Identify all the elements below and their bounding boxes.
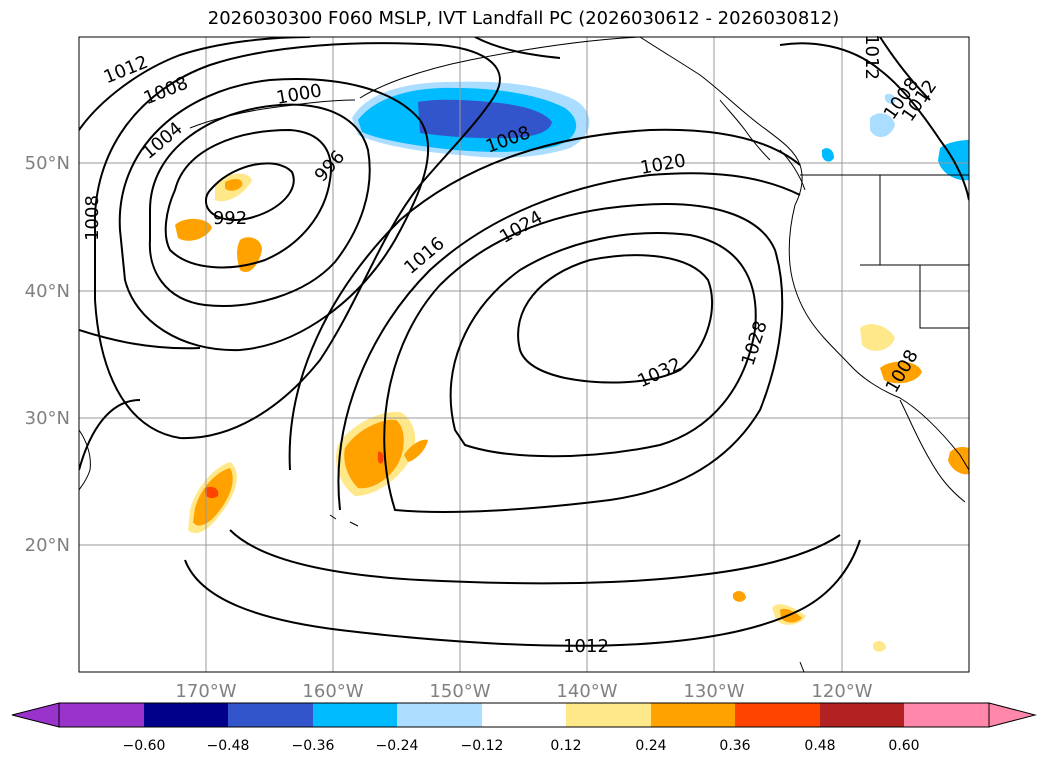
ivt-positive-south-east-1 bbox=[733, 591, 746, 602]
colorbar-segment bbox=[482, 703, 566, 727]
colorbar-segment bbox=[735, 703, 820, 727]
colorbar-tick-label: −0.24 bbox=[376, 738, 419, 754]
ivt-positive-west-2 bbox=[175, 218, 212, 241]
colorbar-tick-label: −0.48 bbox=[207, 738, 250, 754]
contour-1012-outer bbox=[79, 329, 201, 471]
colorbar-segment bbox=[820, 703, 904, 727]
colorbar-extend-high bbox=[988, 702, 1037, 728]
ivt-shading bbox=[175, 81, 969, 652]
colorbar-tick-label: 0.60 bbox=[888, 738, 919, 754]
colorbar-tick-label: 0.12 bbox=[550, 738, 581, 754]
contour-label: 1012 bbox=[563, 636, 609, 657]
colorbar-tick-label: −0.36 bbox=[292, 738, 335, 754]
ivt-positive-coast-1 bbox=[860, 324, 895, 351]
ivt-positive-west-1b bbox=[225, 178, 243, 191]
colorbar-segment bbox=[144, 703, 228, 727]
contour-label: 992 bbox=[213, 208, 247, 229]
contour-1000 bbox=[148, 103, 371, 307]
ivt-negative-northeast-4 bbox=[885, 93, 896, 104]
contour-1016 bbox=[288, 128, 801, 471]
coastline-baja bbox=[899, 399, 966, 503]
coastline-northwest bbox=[788, 204, 969, 471]
map-frame bbox=[78, 36, 970, 673]
colorbar-segment bbox=[566, 703, 651, 727]
us-state-lines bbox=[860, 175, 969, 329]
lon-label-160: 160°W bbox=[302, 681, 363, 702]
dateline-islands bbox=[79, 429, 91, 491]
ivt-positive-south-east-3 bbox=[873, 641, 886, 652]
longitude-labels: 170°W 160°W 150°W 140°W 130°W 120°W bbox=[175, 681, 872, 702]
lon-label-120: 120°W bbox=[811, 681, 872, 702]
colorbar-tick-label: −0.12 bbox=[461, 738, 504, 754]
ivt-positive-central bbox=[344, 419, 404, 489]
colorbar-segment bbox=[651, 703, 735, 727]
lat-label-20: 20°N bbox=[25, 535, 70, 556]
contour-northeast bbox=[779, 37, 969, 201]
coastline-aleutians bbox=[189, 99, 356, 129]
colorbar-tick-label: −0.60 bbox=[123, 738, 166, 754]
ivt-negative-region-strong bbox=[418, 99, 552, 139]
contour-1020 bbox=[337, 172, 801, 511]
contour-1008-north bbox=[474, 37, 561, 59]
colorbar-tick-label: 0.36 bbox=[719, 738, 750, 754]
contour-1028 bbox=[449, 232, 757, 458]
lon-label-150: 150°W bbox=[429, 681, 490, 702]
colorbar-segment bbox=[228, 703, 313, 727]
contour-996 bbox=[164, 128, 332, 269]
contour-label: 1012 bbox=[861, 34, 882, 80]
colorbar-extend-low bbox=[11, 702, 60, 728]
ivt-negative-northeast-3 bbox=[822, 148, 834, 162]
contour-1008-south bbox=[229, 529, 841, 585]
ivt-positive-central-core bbox=[377, 451, 384, 464]
contour-1004 bbox=[118, 78, 430, 352]
ivt-negative-northeast-1 bbox=[870, 113, 895, 137]
contour-992 bbox=[204, 162, 295, 221]
mslp-contours bbox=[79, 37, 969, 647]
lon-label-140: 140°W bbox=[556, 681, 617, 702]
map-content bbox=[79, 37, 969, 672]
coastlines bbox=[79, 37, 969, 672]
ivt-positive-coast-2 bbox=[880, 361, 922, 384]
hawaii-islands bbox=[329, 514, 805, 672]
colorbar-segment bbox=[59, 703, 144, 727]
lat-label-50: 50°N bbox=[25, 153, 70, 174]
contour-1012-west bbox=[79, 37, 311, 131]
contour-1032 bbox=[517, 254, 714, 384]
colorbar-tick-label: 0.24 bbox=[635, 738, 666, 754]
lon-label-170: 170°W bbox=[175, 681, 236, 702]
contour-label: 1008 bbox=[82, 195, 103, 241]
latitude-labels: 50°N 40°N 30°N 20°N bbox=[25, 153, 70, 556]
contour-1008-west bbox=[93, 42, 501, 440]
colorbar-segment bbox=[904, 703, 989, 727]
ivt-positive-coast-3 bbox=[948, 447, 969, 475]
lat-label-40: 40°N bbox=[25, 281, 70, 302]
colorbar-segment bbox=[313, 703, 397, 727]
contour-1012-south bbox=[184, 539, 861, 647]
ivt-positive-south-east-2b bbox=[780, 608, 802, 623]
colorbar-frame bbox=[58, 702, 990, 728]
lat-label-30: 30°N bbox=[25, 408, 70, 429]
coastline-alaska bbox=[359, 37, 803, 206]
map-title: 2026030300 F060 MSLP, IVT Landfall PC (2… bbox=[207, 8, 840, 29]
lon-label-130: 130°W bbox=[683, 681, 744, 702]
colorbar-tick-label: 0.48 bbox=[804, 738, 835, 754]
graticule bbox=[79, 37, 969, 672]
colorbar-segment bbox=[397, 703, 482, 727]
colorbar: −0.60 −0.48 −0.36 −0.24 −0.12 0.12 0.24 … bbox=[11, 702, 1037, 754]
ivt-positive-central-side bbox=[404, 439, 428, 462]
ivt-positive-south-core bbox=[205, 486, 219, 499]
contour-1024 bbox=[383, 203, 784, 513]
